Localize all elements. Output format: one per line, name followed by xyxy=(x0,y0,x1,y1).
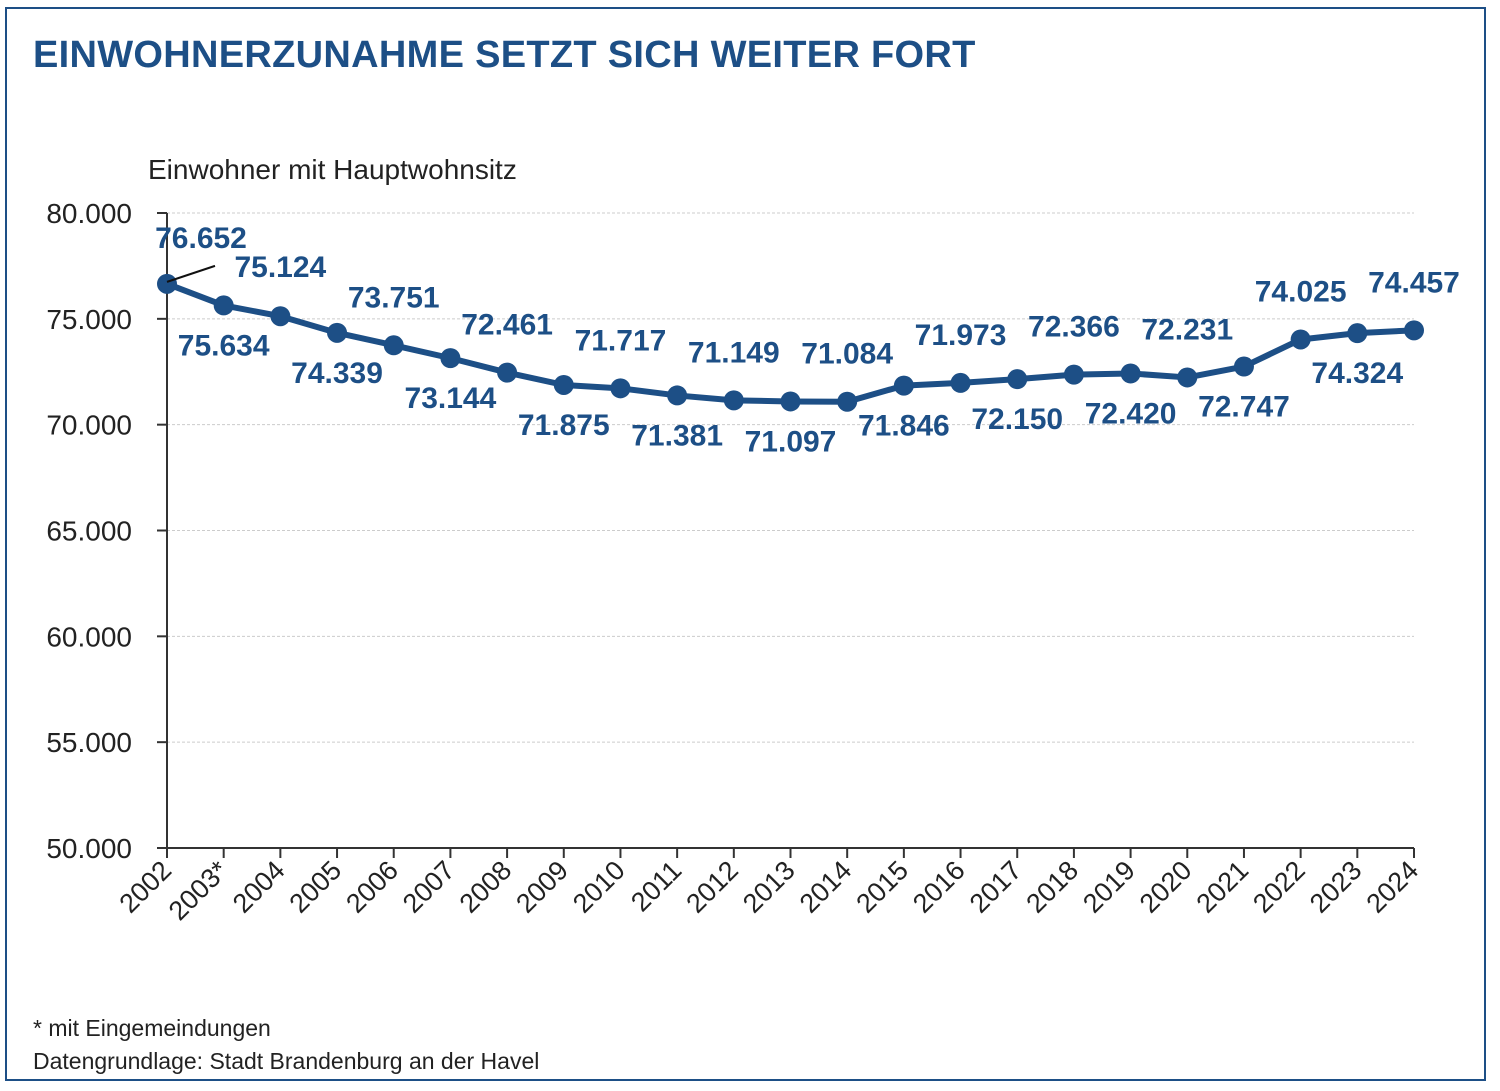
data-label: 72.461 xyxy=(461,309,553,342)
data-point xyxy=(950,372,971,393)
data-label: 71.097 xyxy=(745,425,837,458)
data-point xyxy=(1007,369,1028,390)
data-label: 72.231 xyxy=(1141,313,1233,346)
data-point xyxy=(1233,356,1254,377)
data-point xyxy=(270,306,291,327)
data-point xyxy=(1177,367,1198,388)
data-point xyxy=(497,362,518,383)
y-axis-label: Einwohner mit Hauptwohnsitz xyxy=(148,154,517,185)
x-tick-label: 2009 xyxy=(510,855,574,919)
x-tick-label: 2016 xyxy=(907,855,971,919)
data-point xyxy=(327,322,348,343)
x-tick-label: 2017 xyxy=(964,855,1028,919)
data-label: 73.751 xyxy=(348,281,440,314)
x-tick-label: 2018 xyxy=(1020,855,1084,919)
data-point xyxy=(157,273,177,294)
chart-frame xyxy=(5,7,1486,1081)
y-tick-label: 50.000 xyxy=(46,833,132,864)
x-tick-label: 2003* xyxy=(163,855,234,926)
x-tick-label: 2021 xyxy=(1191,855,1255,919)
data-label: 76.652 xyxy=(155,222,247,255)
data-label: 71.875 xyxy=(518,409,610,442)
data-point xyxy=(553,374,574,395)
data-label: 71.149 xyxy=(688,336,780,369)
x-tick-label: 2006 xyxy=(340,855,404,919)
footnote-eingemeindungen: * mit Eingemeindungen xyxy=(33,1015,271,1041)
data-point xyxy=(610,378,631,399)
data-point xyxy=(837,391,858,412)
data-point xyxy=(723,390,744,411)
data-label: 72.420 xyxy=(1085,397,1177,430)
x-tick-label: 2013 xyxy=(737,855,801,919)
data-label: 74.324 xyxy=(1311,357,1403,390)
chart-title: EINWOHNERZUNAHME SETZT SICH WEITER FORT xyxy=(33,34,976,76)
data-label: 74.339 xyxy=(291,357,383,390)
x-tick-label: 2007 xyxy=(397,855,461,919)
x-tick-label: 2012 xyxy=(680,855,744,919)
data-point xyxy=(780,391,801,412)
data-point xyxy=(1063,364,1084,385)
data-point xyxy=(383,335,404,356)
data-label: 71.717 xyxy=(575,324,667,357)
data-label: 75.634 xyxy=(178,329,270,362)
y-tick-label: 80.000 xyxy=(46,198,132,229)
data-point xyxy=(1290,329,1311,350)
x-tick-label: 2011 xyxy=(625,855,687,917)
y-tick-label: 65.000 xyxy=(46,516,132,547)
data-label: 74.025 xyxy=(1255,275,1347,308)
y-tick-label: 55.000 xyxy=(46,727,132,758)
x-tick-label: 2023 xyxy=(1304,855,1368,919)
data-point xyxy=(213,295,234,316)
data-label: 71.381 xyxy=(631,419,723,452)
data-label: 71.084 xyxy=(801,338,893,371)
data-point xyxy=(893,375,914,396)
x-tick-label: 2004 xyxy=(227,855,291,919)
data-label: 74.457 xyxy=(1368,266,1460,299)
data-label: 73.144 xyxy=(405,382,497,415)
data-label: 72.747 xyxy=(1198,391,1290,424)
y-tick-label: 75.000 xyxy=(46,304,132,335)
data-label: 72.366 xyxy=(1028,311,1120,344)
data-point xyxy=(1347,323,1368,344)
data-point xyxy=(440,348,461,369)
data-label: 71.973 xyxy=(915,319,1007,352)
data-point xyxy=(667,385,688,406)
data-source-note: Datengrundlage: Stadt Brandenburg an der… xyxy=(33,1048,540,1074)
x-tick-label: 2015 xyxy=(850,855,914,919)
x-tick-label: 2024 xyxy=(1361,855,1425,919)
data-label: 75.124 xyxy=(234,251,326,284)
x-tick-label: 2010 xyxy=(567,855,631,919)
leader-line xyxy=(166,264,216,283)
x-tick-label: 2020 xyxy=(1134,855,1198,919)
x-tick-label: 2019 xyxy=(1077,855,1141,919)
x-tick-label: 2005 xyxy=(284,855,348,919)
data-point xyxy=(1120,363,1141,384)
y-tick-label: 70.000 xyxy=(46,410,132,441)
y-tick-label: 60.000 xyxy=(46,621,132,652)
data-label: 72.150 xyxy=(971,403,1063,436)
data-point xyxy=(1404,320,1424,341)
x-tick-label: 2022 xyxy=(1247,855,1311,919)
data-label: 71.846 xyxy=(858,410,950,443)
x-tick-label: 2014 xyxy=(794,855,858,919)
x-tick-label: 2008 xyxy=(454,855,518,919)
